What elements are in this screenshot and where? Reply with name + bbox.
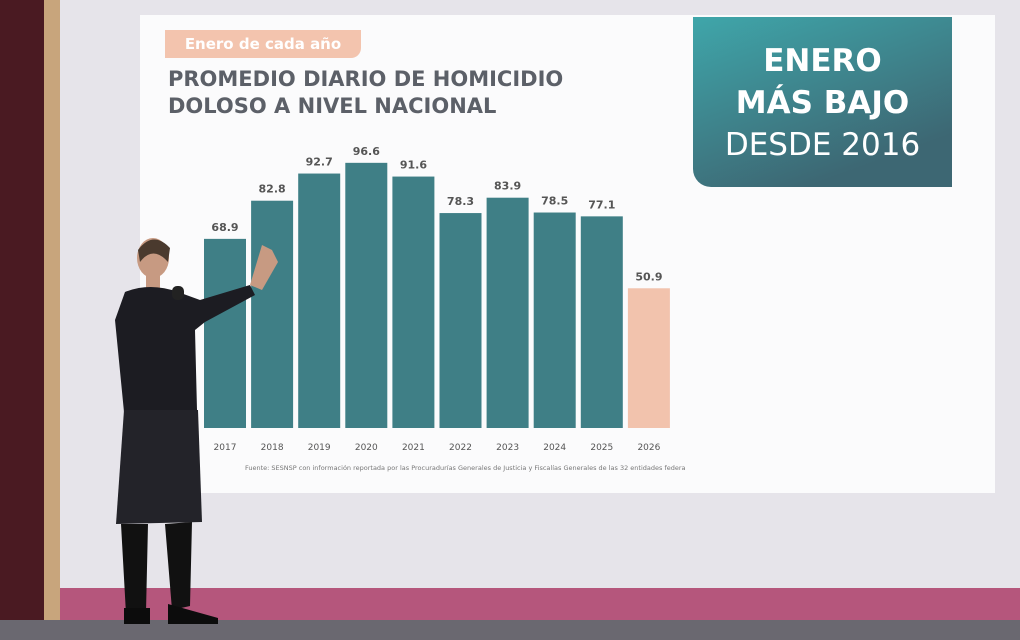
- x-tick-label: 2018: [261, 443, 284, 453]
- speaker: [115, 238, 278, 624]
- badge-line: DESDE 2016: [724, 127, 921, 163]
- bar: [251, 200, 294, 428]
- bar: [392, 176, 435, 428]
- x-tick-label: 2024: [543, 443, 566, 453]
- tag: Enero de cada año: [165, 30, 361, 58]
- bar: [627, 288, 670, 428]
- x-tick-label: 2022: [449, 443, 472, 453]
- x-tick-label: 2017: [214, 443, 237, 453]
- x-tick-label: 2026: [637, 443, 660, 453]
- value-label: 83.9: [494, 180, 521, 193]
- badge: ENERO MÁS BAJO DESDE 2016: [693, 17, 952, 187]
- x-tick-label: 2021: [402, 443, 425, 453]
- value-label: 77.1: [588, 198, 615, 211]
- value-label: 91.6: [400, 159, 427, 172]
- value-label: 92.7: [306, 156, 333, 169]
- source-note: Fuente: SESNSP con información reportada…: [245, 464, 685, 472]
- bar: [486, 197, 529, 428]
- bar: [204, 238, 246, 428]
- curtain: [0, 0, 46, 620]
- x-tick-label: 2019: [308, 443, 331, 453]
- stage-band: [60, 588, 1020, 622]
- value-label: 82.8: [259, 183, 286, 196]
- chart-title: PROMEDIO DIARIO DE HOMICIDIO DOLOSO A NI…: [168, 67, 564, 118]
- bar: [345, 162, 388, 428]
- badge-line: ENERO: [763, 43, 882, 79]
- value-label: 78.5: [541, 195, 568, 208]
- bar: [533, 212, 576, 428]
- bar: [439, 213, 482, 428]
- bar: [298, 173, 341, 428]
- badge-line: MÁS BAJO: [735, 85, 910, 121]
- x-tick-label: 2023: [496, 443, 519, 453]
- x-tick-label: 2020: [355, 443, 378, 453]
- value-label: 50.9: [635, 270, 662, 283]
- x-tick-label: 2025: [590, 443, 613, 453]
- value-label: 68.9: [211, 221, 238, 234]
- value-label: 96.6: [353, 145, 380, 158]
- value-label: 78.3: [447, 195, 474, 208]
- bar: [580, 216, 623, 428]
- floor: [0, 620, 1020, 640]
- bar-chart: 68.9 2017 82.8 2018 92.7 2019 96.6 2020 91.6 2021…: [204, 145, 670, 453]
